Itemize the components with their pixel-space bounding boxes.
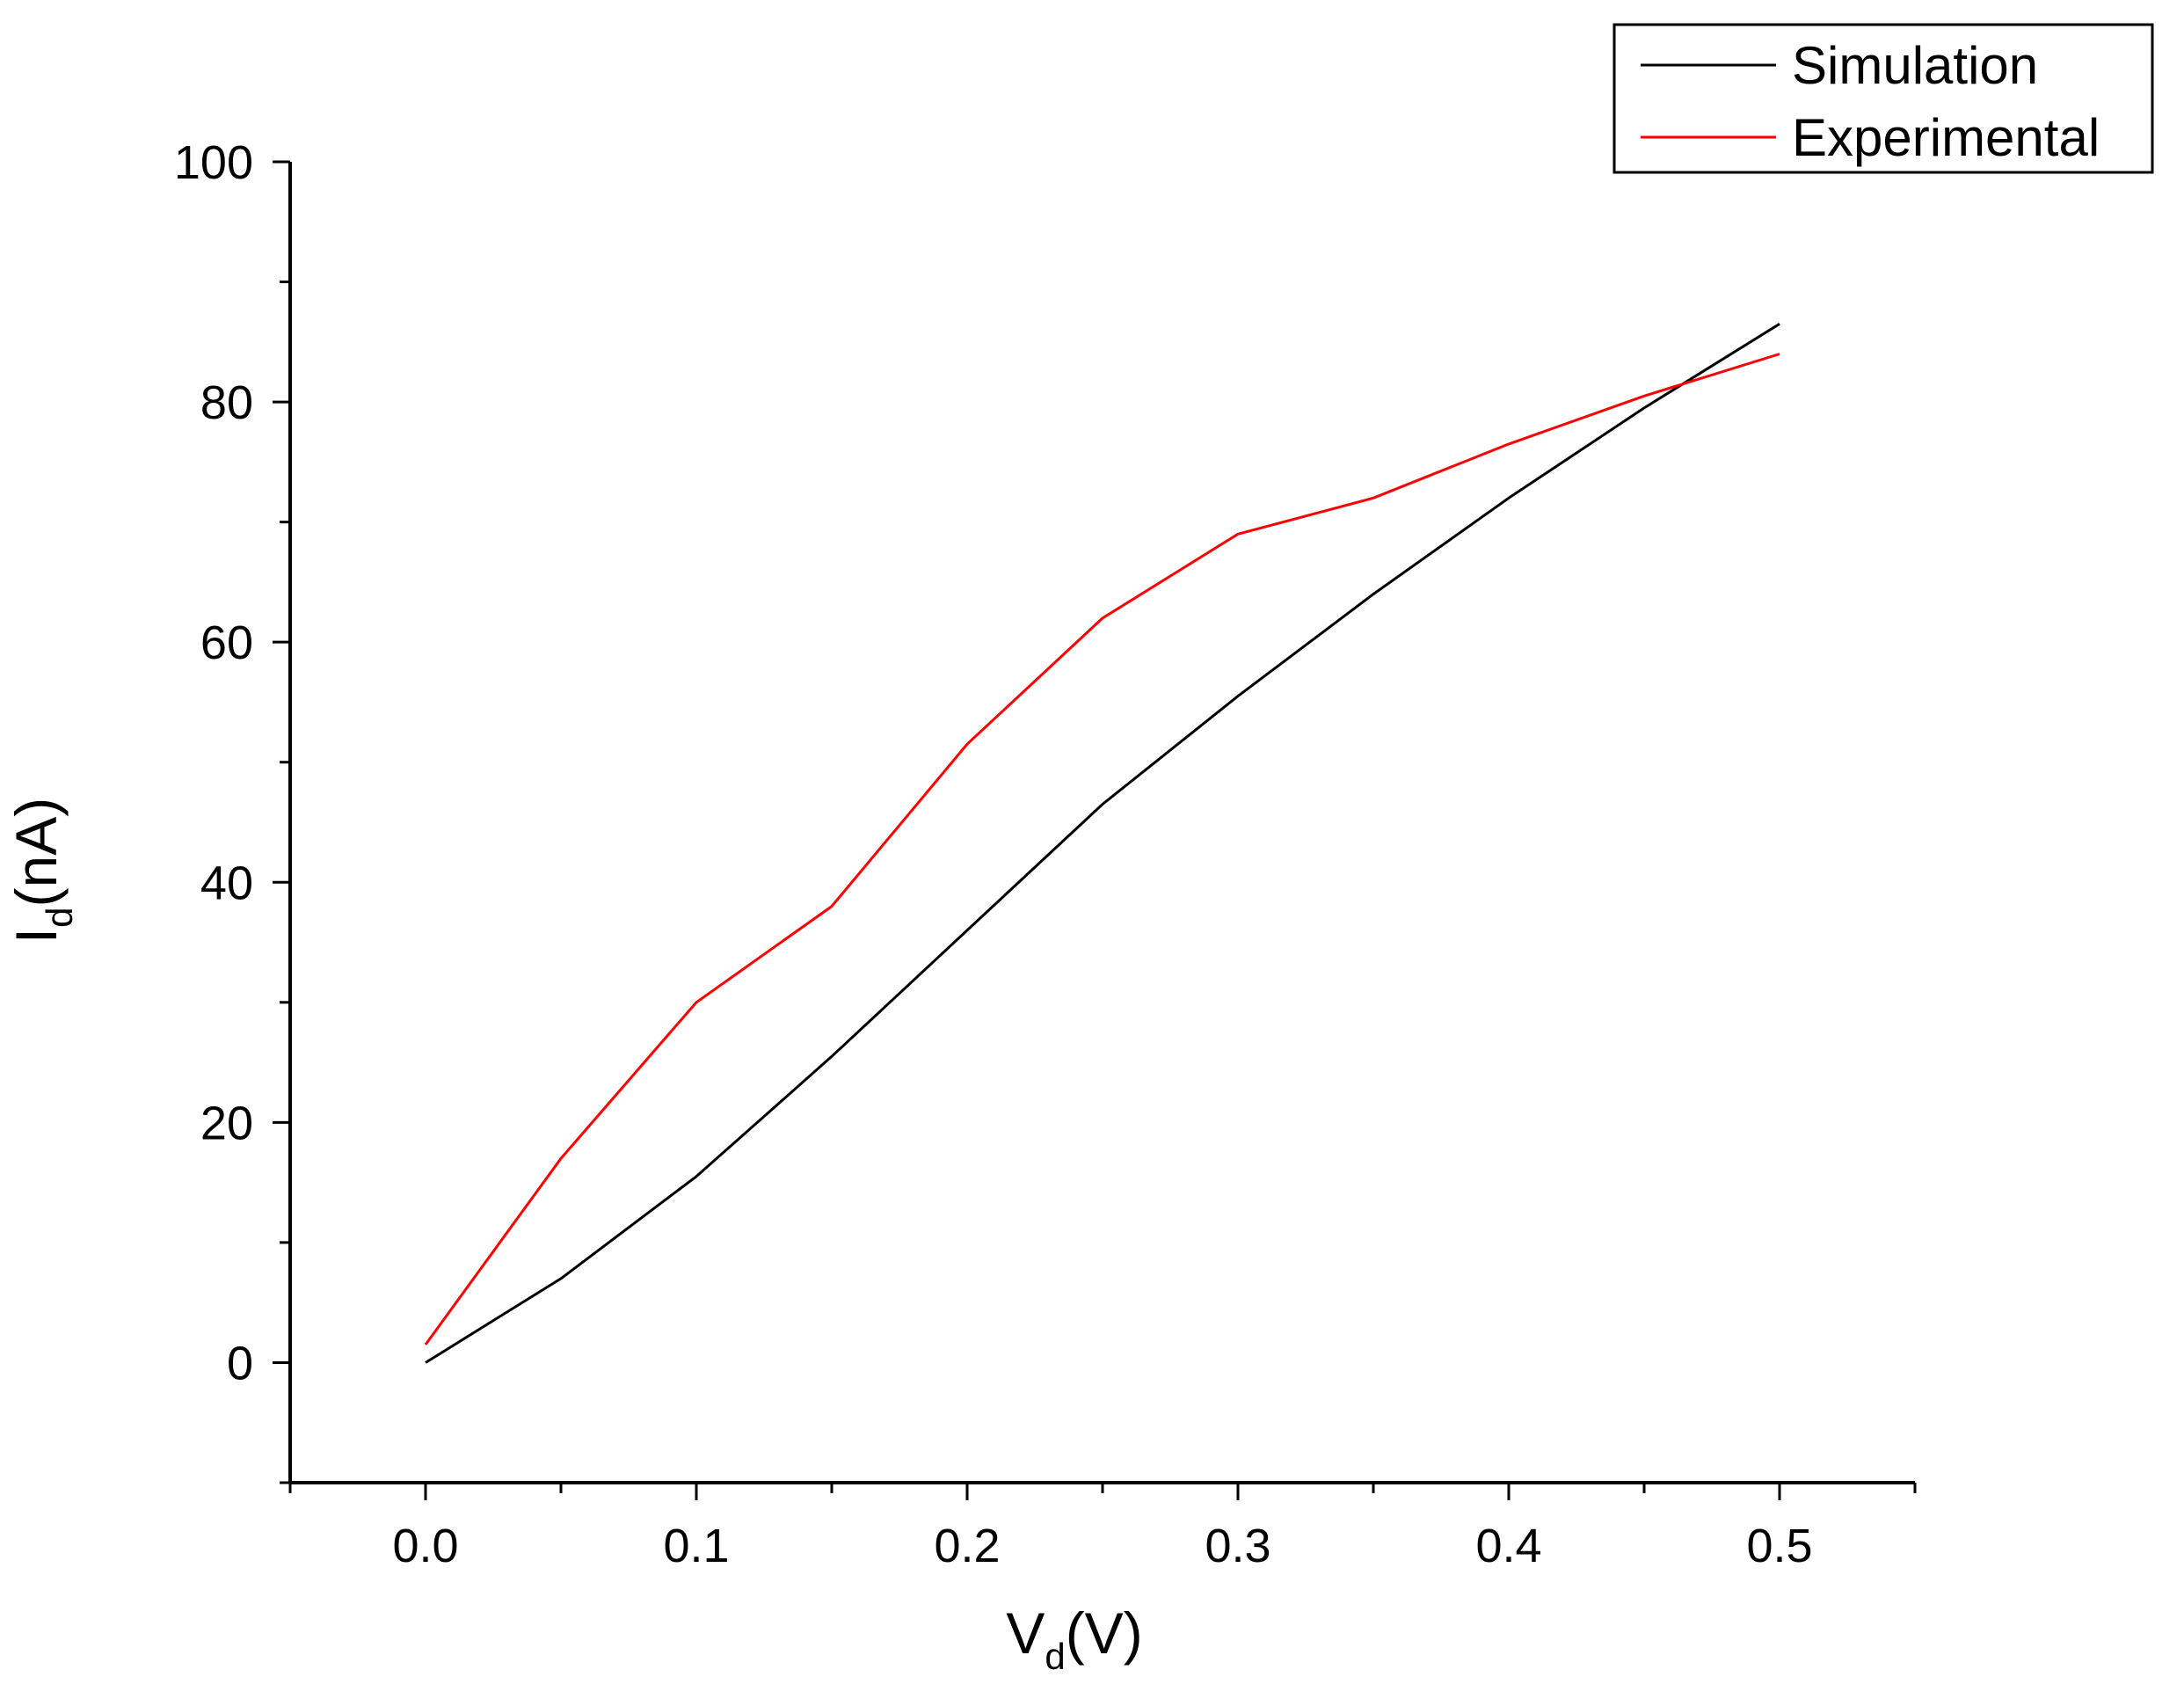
y-tick-label: 0 bbox=[227, 1337, 253, 1389]
x-axis-title: Vd(V) bbox=[1006, 1601, 1142, 1677]
y-tick-label: 20 bbox=[200, 1097, 253, 1149]
tick-labels: 0.0 0.1 0.2 0.3 0.4 0.5 0 20 40 60 80 100 bbox=[174, 136, 1813, 1572]
y-axis-title-sub: d bbox=[39, 907, 80, 927]
y-axis-title-rest: (nA) bbox=[4, 798, 69, 908]
x-tick-label: 0.2 bbox=[934, 1520, 1000, 1572]
x-axis-title-sub: d bbox=[1045, 1636, 1065, 1677]
legend: Simulation Experimental bbox=[1613, 23, 2154, 174]
axes bbox=[288, 162, 1915, 1484]
x-tick-label: 0.5 bbox=[1746, 1520, 1812, 1572]
y-axis-title: Id(nA) bbox=[4, 798, 80, 944]
legend-box bbox=[1613, 23, 2154, 174]
series-line-simulation bbox=[425, 323, 1780, 1364]
series-line-experimental bbox=[424, 353, 1780, 1345]
legend-label-simulation: Simulation bbox=[1792, 36, 2038, 95]
y-tick-label: 40 bbox=[200, 857, 253, 909]
x-tick-label: 0.4 bbox=[1475, 1520, 1541, 1572]
x-tick-label: 0.3 bbox=[1205, 1520, 1270, 1572]
axis-ticks bbox=[273, 160, 1917, 1500]
legend-label-experimental: Experimental bbox=[1792, 108, 2100, 167]
x-tick-label: 0.1 bbox=[663, 1520, 729, 1572]
x-tick-label: 0.0 bbox=[392, 1520, 458, 1572]
y-tick-label: 80 bbox=[200, 376, 253, 429]
y-axis-title-main: I bbox=[4, 928, 69, 944]
x-axis-title-rest: (V) bbox=[1066, 1601, 1143, 1666]
x-axis-title-main: V bbox=[1006, 1601, 1045, 1666]
series-lines bbox=[424, 323, 1780, 1364]
y-tick-label: 60 bbox=[200, 616, 253, 669]
y-tick-label: 100 bbox=[174, 136, 253, 189]
